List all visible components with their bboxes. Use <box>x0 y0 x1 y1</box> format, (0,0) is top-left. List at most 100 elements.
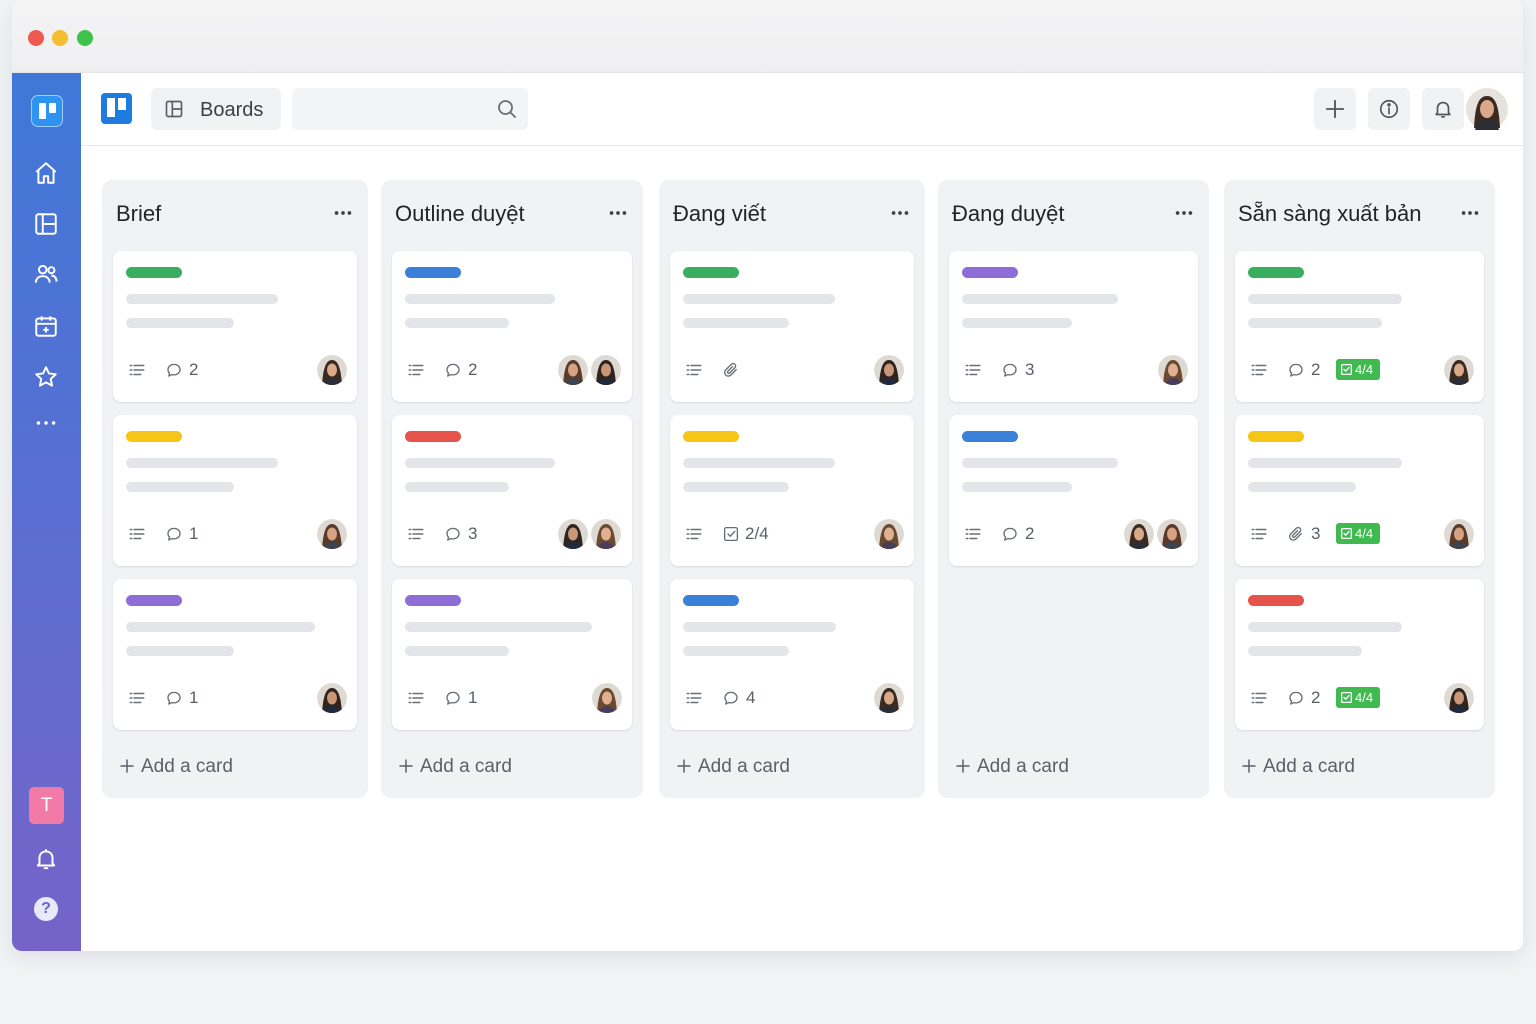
calendar-icon[interactable] <box>33 313 59 339</box>
card[interactable]: 2 4/4 <box>1235 251 1484 402</box>
description-icon <box>685 361 703 379</box>
card[interactable]: 1 <box>113 415 357 566</box>
list-menu-icon[interactable] <box>1173 202 1195 224</box>
card[interactable]: 2/4 <box>670 415 914 566</box>
minimize-window-button[interactable] <box>52 30 68 46</box>
list-title[interactable]: Brief <box>116 201 162 226</box>
app-logo-icon[interactable] <box>31 95 63 127</box>
list-title[interactable]: Outline duyệt <box>395 201 525 226</box>
card-label[interactable] <box>405 431 461 442</box>
plus-icon <box>1325 99 1345 119</box>
description-icon <box>128 525 146 543</box>
list-title[interactable]: Đang viết <box>673 201 766 226</box>
member-avatar[interactable] <box>874 355 904 385</box>
card-title-placeholder <box>405 458 555 468</box>
info-button[interactable] <box>1368 88 1410 130</box>
bell-icon[interactable] <box>33 846 59 872</box>
card[interactable]: 3 4/4 <box>1235 415 1484 566</box>
card[interactable]: 4 <box>670 579 914 730</box>
boards-icon[interactable] <box>33 211 59 237</box>
close-window-button[interactable] <box>28 30 44 46</box>
card-title-placeholder <box>1248 294 1402 304</box>
list-menu-icon[interactable] <box>607 202 629 224</box>
card-label[interactable] <box>126 431 182 442</box>
card-title-placeholder <box>962 458 1118 468</box>
search-icon[interactable] <box>495 97 519 121</box>
card-label[interactable] <box>1248 431 1304 442</box>
member-avatar[interactable] <box>874 683 904 713</box>
boards-label: Boards <box>200 99 264 121</box>
description-icon <box>685 689 703 707</box>
card-badges: 3 <box>964 355 1188 385</box>
member-avatar[interactable] <box>558 355 588 385</box>
card-label[interactable] <box>683 267 739 278</box>
card-label[interactable] <box>1248 595 1304 606</box>
board-list: Đang duyệt 3 2 Add a card <box>938 180 1209 798</box>
create-button[interactable] <box>1314 88 1356 130</box>
member-avatar[interactable] <box>591 355 621 385</box>
checklist-icon <box>1340 363 1353 376</box>
member-avatar[interactable] <box>1444 683 1474 713</box>
card-label[interactable] <box>962 431 1018 442</box>
maximize-window-button[interactable] <box>77 30 93 46</box>
user-avatar[interactable] <box>1466 88 1508 130</box>
member-avatar[interactable] <box>317 355 347 385</box>
card-label[interactable] <box>1248 267 1304 278</box>
card-badges: 4 <box>685 683 904 713</box>
notifications-button[interactable] <box>1422 88 1464 130</box>
board-canvas: Brief 2 1 1 Add a card Outline duyệt 2 3 1 Add a … <box>81 146 1523 951</box>
card-label[interactable] <box>962 267 1018 278</box>
member-avatar[interactable] <box>1157 519 1187 549</box>
description-icon <box>964 361 982 379</box>
card-label[interactable] <box>683 595 739 606</box>
description-icon <box>128 689 146 707</box>
member-avatar[interactable] <box>592 683 622 713</box>
list-menu-icon[interactable] <box>1459 202 1481 224</box>
list-title[interactable]: Sẵn sàng xuất bản <box>1238 201 1422 226</box>
list-menu-icon[interactable] <box>889 202 911 224</box>
app-window: T ? Boards Brief 2 1 1 Add a card Out <box>12 0 1523 951</box>
workspace-avatar[interactable]: T <box>29 787 64 824</box>
plus-icon <box>675 757 693 775</box>
member-avatar[interactable] <box>317 683 347 713</box>
list-menu-icon[interactable] <box>332 202 354 224</box>
card-label[interactable] <box>405 595 461 606</box>
card[interactable]: 1 <box>392 579 632 730</box>
member-avatar[interactable] <box>317 519 347 549</box>
home-icon[interactable] <box>33 160 59 186</box>
member-avatar[interactable] <box>1444 519 1474 549</box>
card[interactable]: 3 <box>392 415 632 566</box>
member-avatar[interactable] <box>1124 519 1154 549</box>
member-avatar[interactable] <box>591 519 621 549</box>
card[interactable]: 2 <box>949 415 1198 566</box>
trello-logo-icon[interactable] <box>101 93 132 124</box>
card[interactable]: 3 <box>949 251 1198 402</box>
help-icon[interactable]: ? <box>34 897 58 921</box>
card[interactable] <box>670 251 914 402</box>
card-label[interactable] <box>126 267 182 278</box>
card[interactable]: 2 4/4 <box>1235 579 1484 730</box>
card-label[interactable] <box>683 431 739 442</box>
card-title-placeholder <box>126 458 278 468</box>
boards-button[interactable]: Boards <box>151 88 281 130</box>
card-label[interactable] <box>405 267 461 278</box>
card-text-placeholder <box>962 318 1072 328</box>
info-icon <box>1379 99 1399 119</box>
member-avatar[interactable] <box>1158 355 1188 385</box>
members-icon[interactable] <box>33 261 59 287</box>
card-badges: 2 <box>128 355 347 385</box>
card[interactable]: 2 <box>113 251 357 402</box>
member-avatar[interactable] <box>1444 355 1474 385</box>
more-icon[interactable] <box>33 410 59 436</box>
card[interactable]: 2 <box>392 251 632 402</box>
checklist-icon <box>1340 527 1353 540</box>
card[interactable]: 1 <box>113 579 357 730</box>
list-title[interactable]: Đang duyệt <box>952 201 1065 226</box>
search-input[interactable] <box>292 88 528 130</box>
card-badges: 3 <box>407 519 622 549</box>
member-avatar[interactable] <box>874 519 904 549</box>
card-label[interactable] <box>126 595 182 606</box>
member-avatar[interactable] <box>558 519 588 549</box>
star-icon[interactable] <box>33 364 59 390</box>
card-text-placeholder <box>1248 318 1382 328</box>
